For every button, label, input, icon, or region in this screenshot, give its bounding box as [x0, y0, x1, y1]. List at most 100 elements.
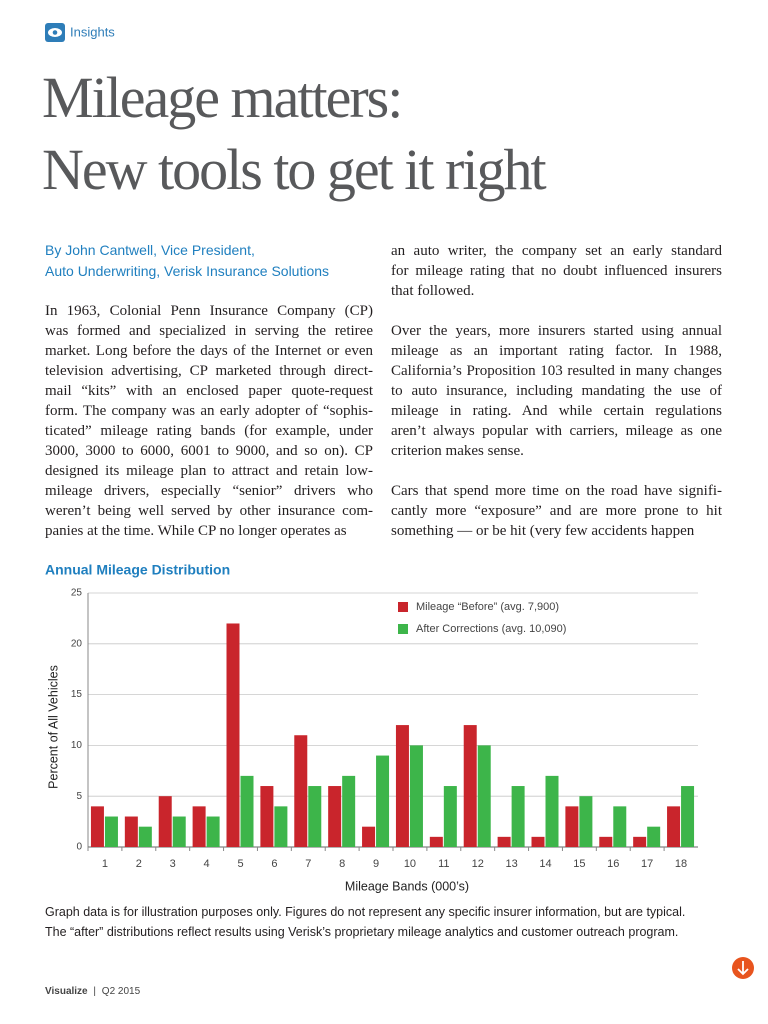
y-tick-label: 10 — [71, 740, 83, 751]
eye-pupil — [52, 30, 58, 35]
bar — [667, 806, 681, 847]
x-tick-label: 10 — [404, 858, 416, 870]
headline: Mileage matters: New tools to get it righ… — [42, 62, 547, 206]
text-line: aren’t always popular with carriers, mil… — [391, 423, 722, 439]
bar — [647, 826, 661, 847]
y-tick-label: 5 — [76, 791, 82, 802]
text-line: market. Long before the days of the Inte… — [45, 343, 373, 359]
bar — [90, 806, 104, 847]
x-tick-label: 2 — [136, 858, 142, 870]
x-axis-label: Mileage Bands (000’s) — [345, 879, 469, 893]
bar — [565, 806, 579, 847]
bar — [681, 786, 695, 847]
text-line: weren’t being well served by other insur… — [45, 503, 373, 519]
byline-line: Auto Underwriting, Verisk Insurance Solu… — [45, 263, 330, 279]
text-line: 3000, 3000 to 6000, 6001 to 9000, and so… — [45, 443, 373, 459]
text-line: ticated” mileage rating bands (for examp… — [45, 423, 373, 439]
x-tick-label: 3 — [170, 858, 176, 870]
bar — [308, 786, 322, 847]
bar — [443, 786, 457, 847]
y-axis-label: Percent of All Vehicles — [46, 665, 60, 789]
bar — [599, 836, 613, 847]
bar — [531, 836, 545, 847]
text-line: Cars that spend more time on the road ha… — [391, 483, 722, 499]
publication: Visualize — [45, 986, 88, 997]
text-line: mileage drivers, especially “senior” dri… — [45, 483, 373, 499]
byline: By John Cantwell, Vice President, Auto Un… — [45, 240, 329, 282]
arrow-icon — [737, 961, 749, 976]
text-line: that followed. — [391, 283, 475, 299]
bar — [409, 745, 423, 847]
text-line: television advertising, CP marketed thro… — [45, 363, 373, 379]
text-line: to auto insurance, including mandating t… — [391, 383, 722, 399]
bar — [579, 796, 593, 847]
bar — [613, 806, 627, 847]
text-line: mail “kits” with an enclosed paper quote… — [45, 383, 373, 399]
x-tick-label: 9 — [373, 858, 379, 870]
bar — [104, 816, 118, 847]
text-line: mileage in rating. And while certain reg… — [391, 403, 722, 419]
headline-line: Mileage matters: — [42, 65, 403, 130]
caption-line: Graph data is for illustration purposes … — [45, 905, 686, 919]
bar — [633, 836, 647, 847]
text-column: In 1963, Colonial Penn Insurance Company… — [45, 301, 373, 561]
legend-label: After Corrections (avg. 10,090) — [416, 623, 566, 635]
paragraph: Cars that spend more time on the road ha… — [391, 481, 722, 541]
section-label: Insights — [70, 24, 115, 39]
headline-line: New tools to get it right — [42, 137, 547, 202]
bar — [260, 786, 274, 847]
issue: Q2 2015 — [101, 986, 141, 997]
footer: Visualize | Q2 2015 — [45, 986, 140, 997]
x-tick-label: 7 — [305, 858, 311, 870]
chart-caption: Graph data is for illustration purposes … — [45, 902, 685, 942]
bar — [463, 725, 477, 847]
legend-swatch — [398, 624, 408, 634]
bar — [124, 816, 138, 847]
text-line: California’s Proposition 103 resulted in… — [391, 363, 722, 379]
y-tick-label: 0 — [76, 842, 82, 853]
bar — [240, 775, 254, 847]
x-tick-label: 4 — [204, 858, 210, 870]
text-line: something — or be hit (very few accident… — [391, 523, 695, 539]
x-tick-label: 12 — [472, 858, 484, 870]
text-line: Over the years, more insurers started us… — [391, 323, 722, 339]
bar — [477, 745, 491, 847]
x-tick-label: 15 — [573, 858, 585, 870]
text-line: designed its mileage plan to attract and… — [45, 463, 373, 479]
bar — [328, 786, 342, 847]
paragraph: In 1963, Colonial Penn Insurance Company… — [45, 301, 373, 541]
bar — [206, 816, 220, 847]
text-line: criterion makes sense. — [391, 443, 524, 459]
bar — [497, 836, 511, 847]
bar — [376, 755, 390, 847]
bar — [429, 836, 443, 847]
text-line: panies at the time. While CP no longer o… — [45, 523, 347, 539]
bar — [158, 796, 172, 847]
text-line: cantly more “exposure” and are more pron… — [391, 503, 722, 519]
x-tick-label: 16 — [607, 858, 619, 870]
text-line: an auto writer, the company set an early… — [391, 243, 722, 259]
text-line: for mileage rating that no doubt influen… — [391, 263, 722, 279]
chart-title: Annual Mileage Distribution — [45, 562, 230, 578]
bar — [294, 735, 308, 847]
text-column: an auto writer, the company set an early… — [391, 241, 722, 561]
y-tick-label: 20 — [71, 638, 83, 649]
bar — [511, 786, 525, 847]
x-tick-label: 14 — [539, 858, 551, 870]
bar — [395, 725, 409, 847]
x-tick-label: 18 — [675, 858, 687, 870]
paragraph: Over the years, more insurers started us… — [391, 321, 722, 461]
x-tick-label: 6 — [271, 858, 277, 870]
y-tick-label: 25 — [71, 588, 83, 599]
x-tick-label: 5 — [237, 858, 243, 870]
byline-line: By John Cantwell, Vice President, — [45, 242, 255, 258]
separator: | — [93, 986, 97, 997]
bar — [138, 826, 152, 847]
text-line: mileage as an important rating factor. I… — [391, 343, 722, 359]
legend-swatch — [398, 602, 408, 612]
x-tick-label: 8 — [339, 858, 345, 870]
bar — [226, 623, 240, 847]
text-line: In 1963, Colonial Penn Insurance Company… — [45, 303, 373, 319]
